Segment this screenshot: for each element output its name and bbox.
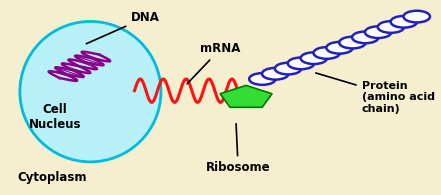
Text: DNA: DNA (86, 11, 160, 44)
Circle shape (404, 11, 430, 22)
Circle shape (365, 26, 392, 38)
Circle shape (314, 47, 340, 59)
Circle shape (275, 63, 301, 74)
Circle shape (378, 21, 404, 33)
Circle shape (352, 32, 378, 43)
Circle shape (301, 52, 327, 64)
Circle shape (339, 37, 366, 48)
Circle shape (249, 73, 276, 85)
Text: mRNA: mRNA (187, 42, 241, 84)
Circle shape (262, 68, 288, 80)
Text: Ribosome: Ribosome (206, 124, 270, 174)
Ellipse shape (20, 21, 161, 162)
Circle shape (391, 16, 417, 28)
Circle shape (326, 42, 353, 54)
Text: Cell
Nucleus: Cell Nucleus (29, 103, 82, 131)
Text: Cytoplasm: Cytoplasm (18, 171, 87, 184)
Circle shape (288, 58, 314, 69)
Polygon shape (220, 85, 272, 107)
Text: Protein
(amino acid
chain): Protein (amino acid chain) (316, 73, 435, 114)
